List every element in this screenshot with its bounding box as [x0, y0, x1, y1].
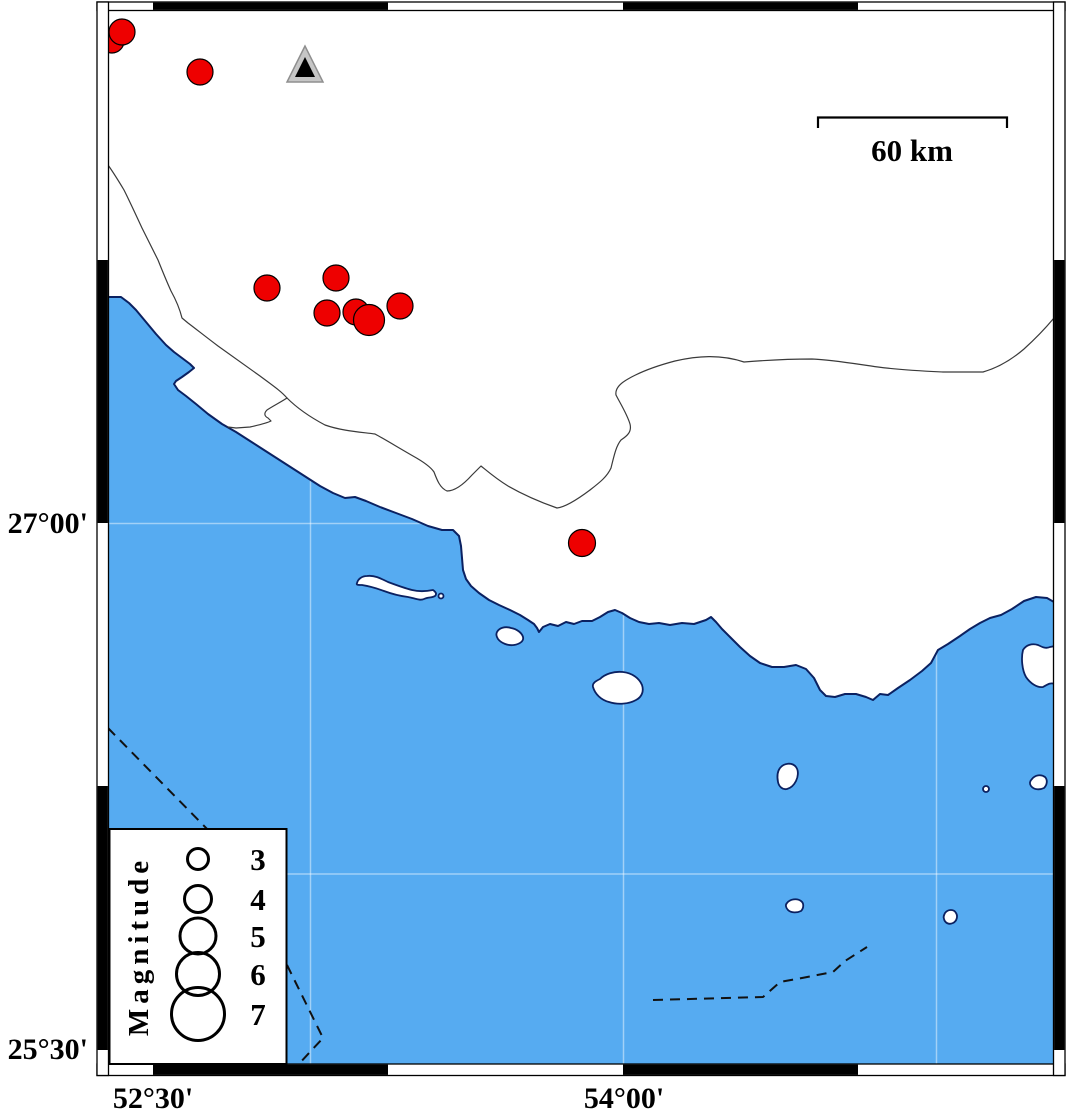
island: [1021, 643, 1054, 689]
island: [942, 909, 958, 925]
station-triangle: [285, 44, 325, 83]
inland-lines: [108, 164, 1054, 509]
earthquake-marker: [313, 299, 341, 327]
earthquake-marker: [108, 18, 136, 46]
earthquake-marker: [352, 303, 386, 337]
lat-label-27: 27°00': [8, 507, 88, 540]
legend-magnitude-label: 3: [250, 842, 266, 877]
legend-magnitude-circle: [170, 986, 226, 1042]
lon-label-54: 54°00': [584, 1082, 664, 1114]
legend-magnitude-label: 6: [250, 957, 266, 992]
legend-title: Magnitude: [123, 856, 155, 1036]
island: [776, 762, 799, 791]
map-frame: [96, 1, 1066, 1077]
islands: [355, 574, 1054, 925]
island: [355, 574, 437, 601]
legend-magnitude-circle: [175, 951, 221, 997]
earthquake-marker: [253, 274, 281, 302]
earthquake-marker: [322, 264, 350, 292]
lon-label-5230: 52°30': [113, 1082, 193, 1114]
islet: [437, 592, 445, 600]
sea-area: [108, 297, 1054, 1064]
scale-bar-label: 60 km: [871, 133, 953, 168]
station-triangle-inner: [295, 57, 315, 77]
maritime-boundaries: [108, 727, 868, 1064]
islet: [982, 785, 990, 793]
earthquake-marker: [386, 292, 414, 320]
lat-label-2530: 25°30': [8, 1033, 88, 1066]
earthquake-marker: [186, 58, 214, 86]
legend-magnitude-circle: [186, 847, 210, 871]
coastline: [108, 296, 1054, 701]
earthquake-marker: [567, 528, 597, 558]
scale-bar: 60 km: [816, 116, 1009, 168]
axis-annotations: 27°00' 25°30' 52°30' 54°00': [8, 507, 665, 1114]
island: [785, 898, 805, 914]
legend-magnitude-label: 5: [250, 919, 266, 954]
legend-magnitude-label: 7: [250, 997, 266, 1032]
legend-magnitude-circle: [183, 884, 213, 914]
island: [495, 626, 525, 647]
earthquake-markers: [108, 18, 597, 558]
island: [1029, 774, 1048, 791]
legend-magnitude-label: 4: [250, 882, 266, 917]
magnitude-legend: Magnitude 3 456 7: [108, 828, 288, 1065]
island: [591, 670, 644, 705]
